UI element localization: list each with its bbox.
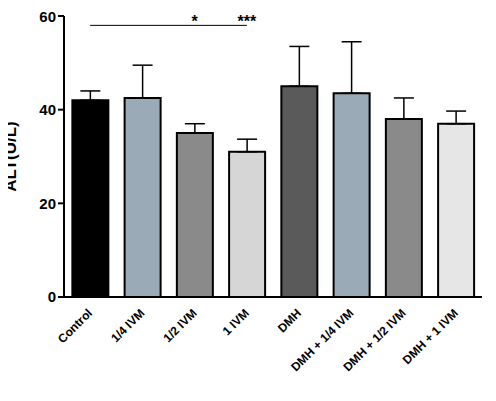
svg-text:0: 0 [48,288,56,305]
svg-text:DMH + 1/4 IVM: DMH + 1/4 IVM [288,306,357,375]
svg-text:***: *** [238,13,257,30]
svg-text:DMH + 1/2 IVM: DMH + 1/2 IVM [340,306,408,374]
svg-text:DMH + 1 IVM: DMH + 1 IVM [400,306,461,367]
svg-text:60: 60 [39,8,56,25]
svg-text:40: 40 [39,101,56,118]
svg-text:Control: Control [55,306,95,346]
svg-text:*: * [192,13,199,30]
svg-text:DMH: DMH [275,306,304,335]
svg-text:20: 20 [39,195,56,212]
svg-text:1/2 IVM: 1/2 IVM [160,306,199,345]
svg-text:1 IVM: 1 IVM [220,306,252,338]
svg-text:ALT(U/L): ALT(U/L) [8,121,20,192]
svg-text:1/4 IVM: 1/4 IVM [108,306,147,345]
